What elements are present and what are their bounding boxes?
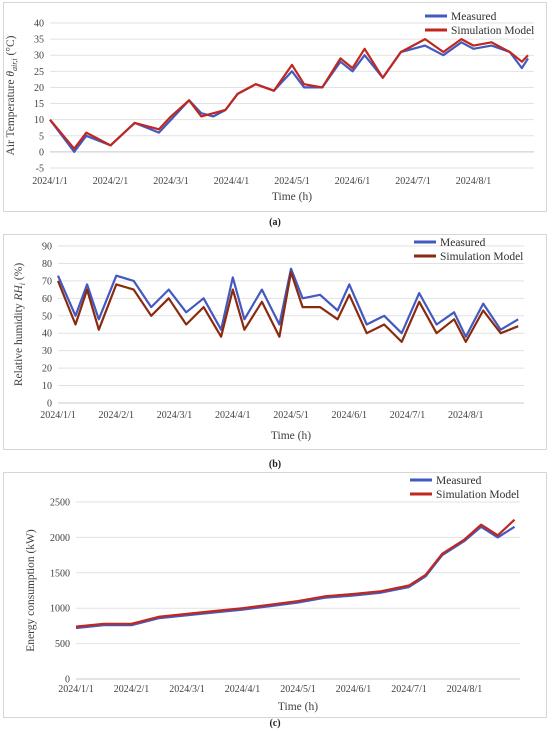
legend-label-c: Simulation Model — [436, 489, 519, 501]
chart-panel-b: 0 10 20 30 40 50 60 70 80 90 2024/1/1 2024/2/1 2024/… — [0, 230, 550, 470]
legend-b: Measured Simulation Model — [414, 237, 523, 263]
x-tick-label-b: 2024/5/1 — [273, 410, 309, 421]
y-axis-label-subscript: i — [18, 283, 27, 285]
y-tick-label-a: 0 — [39, 147, 44, 158]
x-tick-label-c: 2024/1/1 — [58, 684, 94, 695]
y-axis-label-text: Air Temperature — [5, 77, 17, 156]
x-tick-label-a: 2024/5/1 — [274, 176, 310, 187]
x-tick-label-a: 2024/7/1 — [395, 176, 431, 187]
y-axis-label-subscript: air,i — [10, 58, 19, 71]
series-line-measured-b — [56, 267, 519, 338]
y-tick-label-a: 35 — [34, 35, 44, 46]
y-axis-label-symbol: θ — [5, 71, 17, 77]
x-tick-label-b: 2024/4/1 — [215, 410, 251, 421]
y-tick-label-b: 70 — [42, 276, 52, 287]
series-line-simulation-b — [56, 271, 519, 344]
x-tick-label-b: 2024/3/1 — [157, 410, 193, 421]
y-axis-label-c: Energy consumption (kW) — [25, 529, 37, 652]
y-tick-label-b: 10 — [42, 381, 52, 392]
x-tick-label-c: 2024/3/1 — [169, 684, 205, 695]
y-axis-label-b: Relative humidity RHi (%) — [13, 263, 27, 386]
chart-a: -5 0 5 10 15 20 25 30 35 40 2024/1/1 2024/2/1 2024/3… — [5, 11, 534, 203]
legend-label-b: Simulation Model — [440, 251, 523, 263]
legend-c: Measured Simulation Model — [410, 475, 519, 501]
legend-label-a: Measured — [451, 11, 497, 23]
y-tick-label-b: 60 — [42, 294, 52, 305]
y-tick-label-b: 20 — [42, 364, 52, 375]
chart-c: 0 500 1000 1500 2000 2500 2024/1/1 2024/2/1 2024… — [25, 475, 520, 713]
y-tick-label-b: 0 — [47, 399, 52, 410]
y-tick-label-c: 0 — [65, 675, 70, 686]
x-tick-label-c: 2024/2/1 — [114, 684, 150, 695]
y-tick-label-b: 90 — [42, 242, 52, 253]
y-axis-label-unit: (°C) — [5, 35, 17, 58]
x-tick-label-c: 2024/6/1 — [336, 684, 372, 695]
series-line-simulation-c — [75, 518, 516, 628]
y-tick-label-c: 2000 — [50, 533, 70, 544]
gridlines-c — [76, 501, 520, 680]
x-tick-label-a: 2024/3/1 — [153, 176, 189, 187]
y-axis-label-a: Air Temperature θair,i (°C) — [5, 35, 19, 155]
y-tick-label-c: 500 — [55, 639, 70, 650]
y-tick-label-a: 30 — [34, 51, 44, 62]
caption-a: (a) — [269, 217, 281, 228]
y-tick-label-c: 1500 — [50, 568, 70, 579]
chart-frame-c — [3, 472, 547, 718]
y-axis-label-unit: (%) — [13, 263, 25, 283]
caption-b: (b) — [268, 459, 282, 470]
x-tick-label-b: 2024/2/1 — [98, 410, 134, 421]
y-tick-label-a: 25 — [34, 67, 44, 78]
x-tick-label-a: 2024/1/1 — [32, 176, 68, 187]
chart-panel-c: 0 500 1000 1500 2000 2500 2024/1/1 2024/2/1 2024… — [0, 470, 550, 732]
y-tick-label-a: 10 — [34, 115, 44, 126]
y-tick-label-b: 80 — [42, 259, 52, 270]
series-line-simulation-a — [49, 37, 529, 150]
y-tick-label-a: 40 — [34, 19, 44, 30]
x-tick-label-c: 2024/7/1 — [391, 684, 427, 695]
x-tick-label-b: 2024/8/1 — [448, 410, 484, 421]
y-tick-label-b: 40 — [42, 329, 52, 340]
legend-label-a: Simulation Model — [451, 25, 534, 37]
x-tick-label-a: 2024/4/1 — [214, 176, 250, 187]
x-tick-label-a: 2024/8/1 — [456, 176, 492, 187]
legend-label-c: Measured — [436, 475, 482, 487]
x-tick-label-a: 2024/2/1 — [93, 176, 129, 187]
x-axis-label-b: Time (h) — [271, 430, 311, 442]
y-tick-label-a: 5 — [39, 131, 44, 142]
chart-frame-a — [3, 2, 547, 212]
legend-label-b: Measured — [440, 237, 486, 249]
y-axis-label-text: Relative humidity — [13, 301, 25, 387]
y-tick-label-b: 50 — [42, 311, 52, 322]
y-tick-label-c: 1000 — [50, 604, 70, 615]
caption-c: (c) — [269, 718, 281, 729]
x-tick-label-b: 2024/1/1 — [40, 410, 76, 421]
x-tick-label-a: 2024/6/1 — [335, 176, 371, 187]
x-tick-label-c: 2024/8/1 — [447, 684, 483, 695]
y-axis-label-symbol: RH — [13, 285, 25, 302]
chart-b: 0 10 20 30 40 50 60 70 80 90 2024/1/1 2024/2/1 2024/… — [13, 237, 524, 442]
series-line-measured-c — [75, 525, 516, 630]
x-tick-label-b: 2024/6/1 — [331, 410, 367, 421]
gridlines-b — [58, 245, 524, 404]
x-tick-label-c: 2024/4/1 — [225, 684, 261, 695]
series-line-measured-a — [49, 41, 529, 153]
x-tick-label-c: 2024/5/1 — [280, 684, 316, 695]
x-tick-label-b: 2024/7/1 — [390, 410, 426, 421]
x-axis-label-a: Time (h) — [272, 191, 312, 203]
y-tick-label-b: 30 — [42, 346, 52, 357]
chart-panel-a: -5 0 5 10 15 20 25 30 35 40 2024/1/1 2024/2/1 2024/3… — [0, 0, 550, 230]
y-tick-label-a: 20 — [34, 83, 44, 94]
y-tick-label-a: -5 — [36, 164, 44, 175]
legend-a: Measured Simulation Model — [425, 11, 534, 37]
y-tick-label-c: 2500 — [50, 498, 70, 509]
y-tick-label-a: 15 — [34, 99, 44, 110]
x-axis-label-c: Time (h) — [278, 701, 318, 713]
chart-frame-b — [3, 234, 547, 450]
gridlines-a — [50, 22, 534, 169]
